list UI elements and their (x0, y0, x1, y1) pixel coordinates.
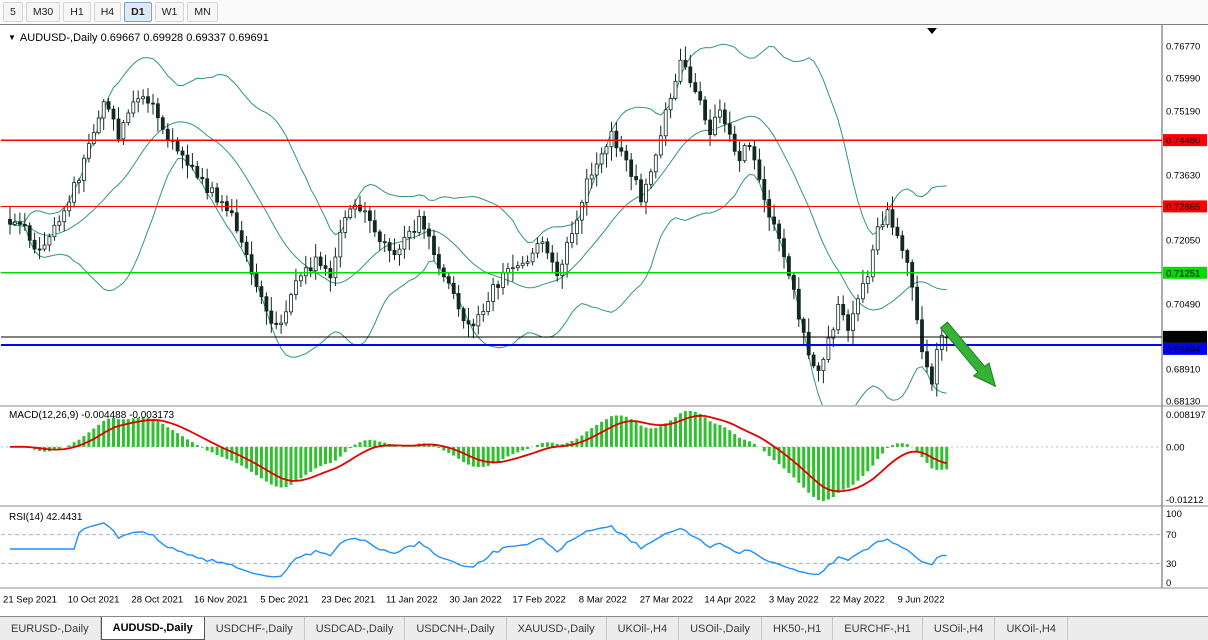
timeframe-button-w1[interactable]: W1 (154, 2, 185, 22)
chart-tab-usdchf-daily[interactable]: USDCHF-,Daily (205, 617, 305, 640)
date-label: 10 Oct 2021 (68, 595, 120, 606)
date-label: 21 Sep 2021 (3, 595, 57, 606)
timeframe-button-mn[interactable]: MN (187, 2, 218, 22)
chart-tab-usdcad-daily[interactable]: USDCAD-,Daily (305, 617, 406, 640)
price-axis-label: 0.68130 (1166, 397, 1200, 408)
svg-text:0.72865: 0.72865 (1166, 202, 1200, 213)
price-axis-label: 0.75990 (1166, 74, 1200, 85)
svg-text:0.69494: 0.69494 (1166, 344, 1200, 355)
price-axis-label: 0.73630 (1166, 171, 1200, 182)
date-label: 8 Mar 2022 (579, 595, 627, 606)
date-label: 27 Mar 2022 (640, 595, 693, 606)
price-badge-0.69691: 0.69691 (1163, 330, 1207, 343)
macd-panel[interactable] (1, 411, 1160, 501)
svg-text:100: 100 (1166, 509, 1182, 520)
timeframe-button-h1[interactable]: H1 (63, 2, 91, 22)
svg-text:0.69691: 0.69691 (1166, 332, 1200, 343)
price-badge-0.74480: 0.74480 (1163, 134, 1207, 147)
date-label: 17 Feb 2022 (512, 595, 565, 606)
chart-tab-xauusd-daily[interactable]: XAUUSD-,Daily (507, 617, 607, 640)
rsi-line (10, 522, 947, 578)
timeframe-toolbar: 5 M30 H1 H4 D1 W1 MN (0, 0, 1208, 25)
chart-tab-usdcnh-daily[interactable]: USDCNH-,Daily (405, 617, 507, 640)
trend-arrow-annotation[interactable] (936, 319, 1003, 393)
date-label: 22 May 2022 (830, 595, 885, 606)
timeframe-button-m30[interactable]: M30 (25, 2, 61, 22)
date-label: 5 Dec 2021 (260, 595, 309, 606)
timeframe-button-d1[interactable]: D1 (124, 2, 152, 22)
svg-text:0.74480: 0.74480 (1166, 136, 1200, 147)
svg-text:-0.01212: -0.01212 (1166, 495, 1204, 506)
price-axis-label: 0.72050 (1166, 235, 1200, 246)
date-label: 28 Oct 2021 (131, 595, 183, 606)
bollinger-upper-band (9, 43, 947, 244)
price-axis-label: 0.76770 (1166, 42, 1200, 53)
svg-text:0.008197: 0.008197 (1166, 410, 1206, 421)
price-axis-label: 0.68910 (1166, 365, 1200, 376)
chart-tab-eurusd-daily[interactable]: EURUSD-,Daily (0, 617, 101, 640)
macd-signal-line (9, 414, 947, 493)
price-axis-label: 0.75190 (1166, 106, 1200, 117)
price-panel[interactable] (8, 43, 949, 420)
chart-window: 0.76770 0.75990 0.75190 0.73630 0.72050 0.704… (0, 25, 1208, 616)
chart-tab-audusd-daily[interactable]: AUDUSD-,Daily (100, 617, 205, 640)
rsi-panel[interactable] (1, 522, 1160, 578)
date-label: 16 Nov 2021 (194, 595, 248, 606)
chart-tab-ukoil-h4[interactable]: UKOil-,H4 (607, 617, 680, 640)
svg-text:30: 30 (1166, 559, 1177, 570)
chart-tabs-bar: EURUSD-,Daily AUDUSD-,Daily USDCHF-,Daily U… (0, 616, 1208, 640)
chart-canvas[interactable]: 0.76770 0.75990 0.75190 0.73630 0.72050 0.704… (0, 25, 1208, 616)
price-axis[interactable]: 0.76770 0.75990 0.75190 0.73630 0.72050 0.704… (1163, 42, 1207, 590)
date-label: 3 May 2022 (769, 595, 819, 606)
price-axis-label: 0.70490 (1166, 300, 1200, 311)
bollinger-middle-band (9, 115, 947, 311)
chart-tab-usoil-daily[interactable]: USOil-,Daily (679, 617, 762, 640)
date-label: 9 Jun 2022 (897, 595, 944, 606)
time-axis[interactable]: 21 Sep 2021 10 Oct 2021 28 Oct 2021 16 Nov … (3, 595, 944, 606)
date-label: 30 Jan 2022 (449, 595, 501, 606)
date-label: 14 Apr 2022 (704, 595, 755, 606)
timeframe-button-h4[interactable]: H4 (93, 2, 122, 22)
date-label: 23 Dec 2021 (321, 595, 375, 606)
price-badge-0.72865: 0.72865 (1163, 200, 1207, 213)
chart-tab-eurchf-h1[interactable]: EURCHF-,H1 (833, 617, 923, 640)
chart-tab-usoil-h4[interactable]: USOil-,H4 (923, 617, 996, 640)
svg-text:0: 0 (1166, 578, 1171, 589)
chart-shift-marker-icon[interactable] (927, 28, 937, 34)
chart-tab-hk50-h1[interactable]: HK50-,H1 (762, 617, 834, 640)
svg-text:0.71251: 0.71251 (1166, 268, 1200, 279)
chart-tab-ukoil-h4[interactable]: UKOil-,H4 (995, 617, 1068, 640)
price-badge-0.69494: 0.69494 (1163, 342, 1207, 355)
svg-text:0.00: 0.00 (1166, 442, 1185, 453)
date-label: 11 Jan 2022 (386, 595, 438, 606)
timeframe-button-5[interactable]: 5 (3, 2, 23, 22)
svg-text:70: 70 (1166, 530, 1177, 541)
price-badge-0.71251: 0.71251 (1163, 266, 1207, 279)
